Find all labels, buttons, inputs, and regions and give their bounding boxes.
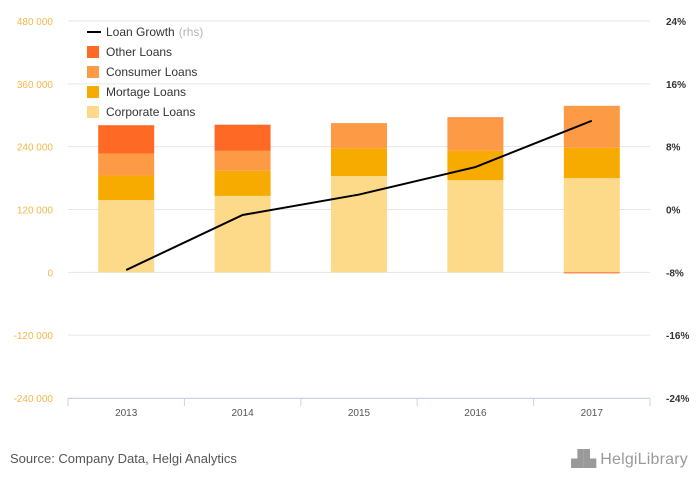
- x-tick-label: 2013: [115, 408, 138, 419]
- y-left-tick-label: -240 000: [14, 394, 54, 405]
- y-right-tick-label: -24%: [666, 394, 689, 405]
- legend-swatch: [87, 66, 99, 78]
- x-tick-label: 2016: [464, 408, 487, 419]
- bar-consumer-loans: [447, 118, 504, 151]
- bar-mortage-loans: [214, 170, 271, 196]
- legend-label: Corporate Loans: [106, 105, 195, 119]
- bar-mortage-loans: [563, 147, 620, 179]
- bar-corporate-loans: [447, 180, 504, 273]
- legend-swatch: [87, 46, 99, 58]
- y-right-tick-label: 8%: [666, 143, 681, 154]
- bar-consumer-loans: [563, 105, 620, 148]
- brand-logo[interactable]: ▟▙ HelgiLibrary: [571, 449, 688, 469]
- bar-mortage-loans: [447, 150, 504, 181]
- x-tick-label: 2015: [348, 408, 371, 419]
- bar-other-loans: [214, 124, 271, 151]
- chart-svg: -240 000 -120 000 0 120 000 240 000 360 000 48…: [14, 17, 690, 419]
- x-tick-label: 2014: [231, 408, 254, 419]
- bar-corporate-loans: [214, 195, 271, 273]
- line-loan-growth: [125, 119, 593, 271]
- bar-mortage-loans: [331, 148, 387, 176]
- legend-label: Loan Growth (rhs): [106, 25, 203, 39]
- bar-mortage-loans: [98, 175, 155, 201]
- y-right-tick-label: -16%: [666, 331, 689, 342]
- y-right-tick-label: 0%: [666, 206, 681, 217]
- legend-label: Other Loans: [106, 45, 172, 59]
- legend-label: Mortage Loans: [106, 85, 186, 99]
- bar-other-loans: [563, 272, 620, 274]
- y-right-tick-label: 16%: [666, 80, 686, 91]
- bar-consumer-loans: [98, 153, 155, 176]
- y-right-tick-label: 24%: [666, 17, 686, 28]
- legend-label: Consumer Loans: [106, 65, 197, 79]
- y-left-tick-label: 360 000: [17, 80, 54, 91]
- bar-other-loans: [447, 117, 504, 119]
- y-left-tick-label: 120 000: [17, 206, 54, 217]
- y-left-tick-label: 0: [47, 268, 53, 279]
- bar-corporate-loans: [563, 178, 620, 273]
- brand-text: HelgiLibrary: [600, 451, 688, 468]
- y-left-tick-label: 240 000: [17, 143, 54, 154]
- source-note: Source: Company Data, Helgi Analytics: [10, 451, 237, 466]
- legend-swatch: [87, 106, 99, 118]
- helgi-skyline-icon: ▟▙: [571, 451, 597, 468]
- bar-consumer-loans: [331, 123, 387, 149]
- bar-consumer-loans: [214, 150, 271, 171]
- y-left-tick-label: -120 000: [14, 331, 54, 342]
- y-right-tick-label: -8%: [666, 268, 684, 279]
- legend-swatch: [87, 86, 99, 98]
- bar-corporate-loans: [331, 175, 387, 273]
- x-tick-label: 2017: [581, 408, 604, 419]
- y-left-tick-label: 480 000: [17, 17, 54, 28]
- bar-other-loans: [98, 125, 155, 154]
